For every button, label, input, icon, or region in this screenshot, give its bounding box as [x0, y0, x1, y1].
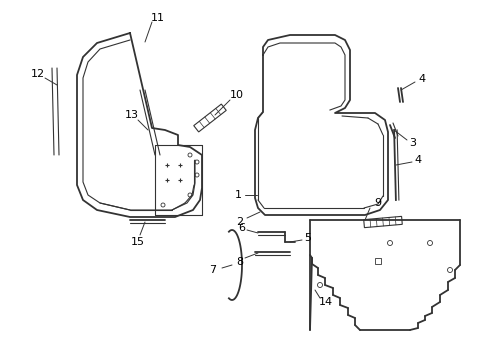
Text: 12: 12	[31, 69, 45, 79]
Bar	[374, 258, 380, 264]
Text: 3: 3	[408, 138, 416, 148]
Text: 8: 8	[236, 257, 243, 267]
Polygon shape	[363, 216, 402, 228]
Text: 13: 13	[125, 110, 139, 120]
Text: 5: 5	[304, 233, 311, 243]
Text: 11: 11	[151, 13, 164, 23]
Text: 7: 7	[209, 265, 216, 275]
Text: 6: 6	[238, 223, 245, 233]
Text: 15: 15	[131, 237, 145, 247]
Text: 2: 2	[236, 217, 243, 227]
Text: 10: 10	[229, 90, 244, 100]
Text: 14: 14	[318, 297, 332, 307]
Text: 1: 1	[234, 190, 241, 200]
Polygon shape	[193, 104, 226, 132]
Text: 9: 9	[374, 198, 381, 208]
Text: 4: 4	[414, 155, 421, 165]
Text: 4: 4	[418, 74, 425, 84]
